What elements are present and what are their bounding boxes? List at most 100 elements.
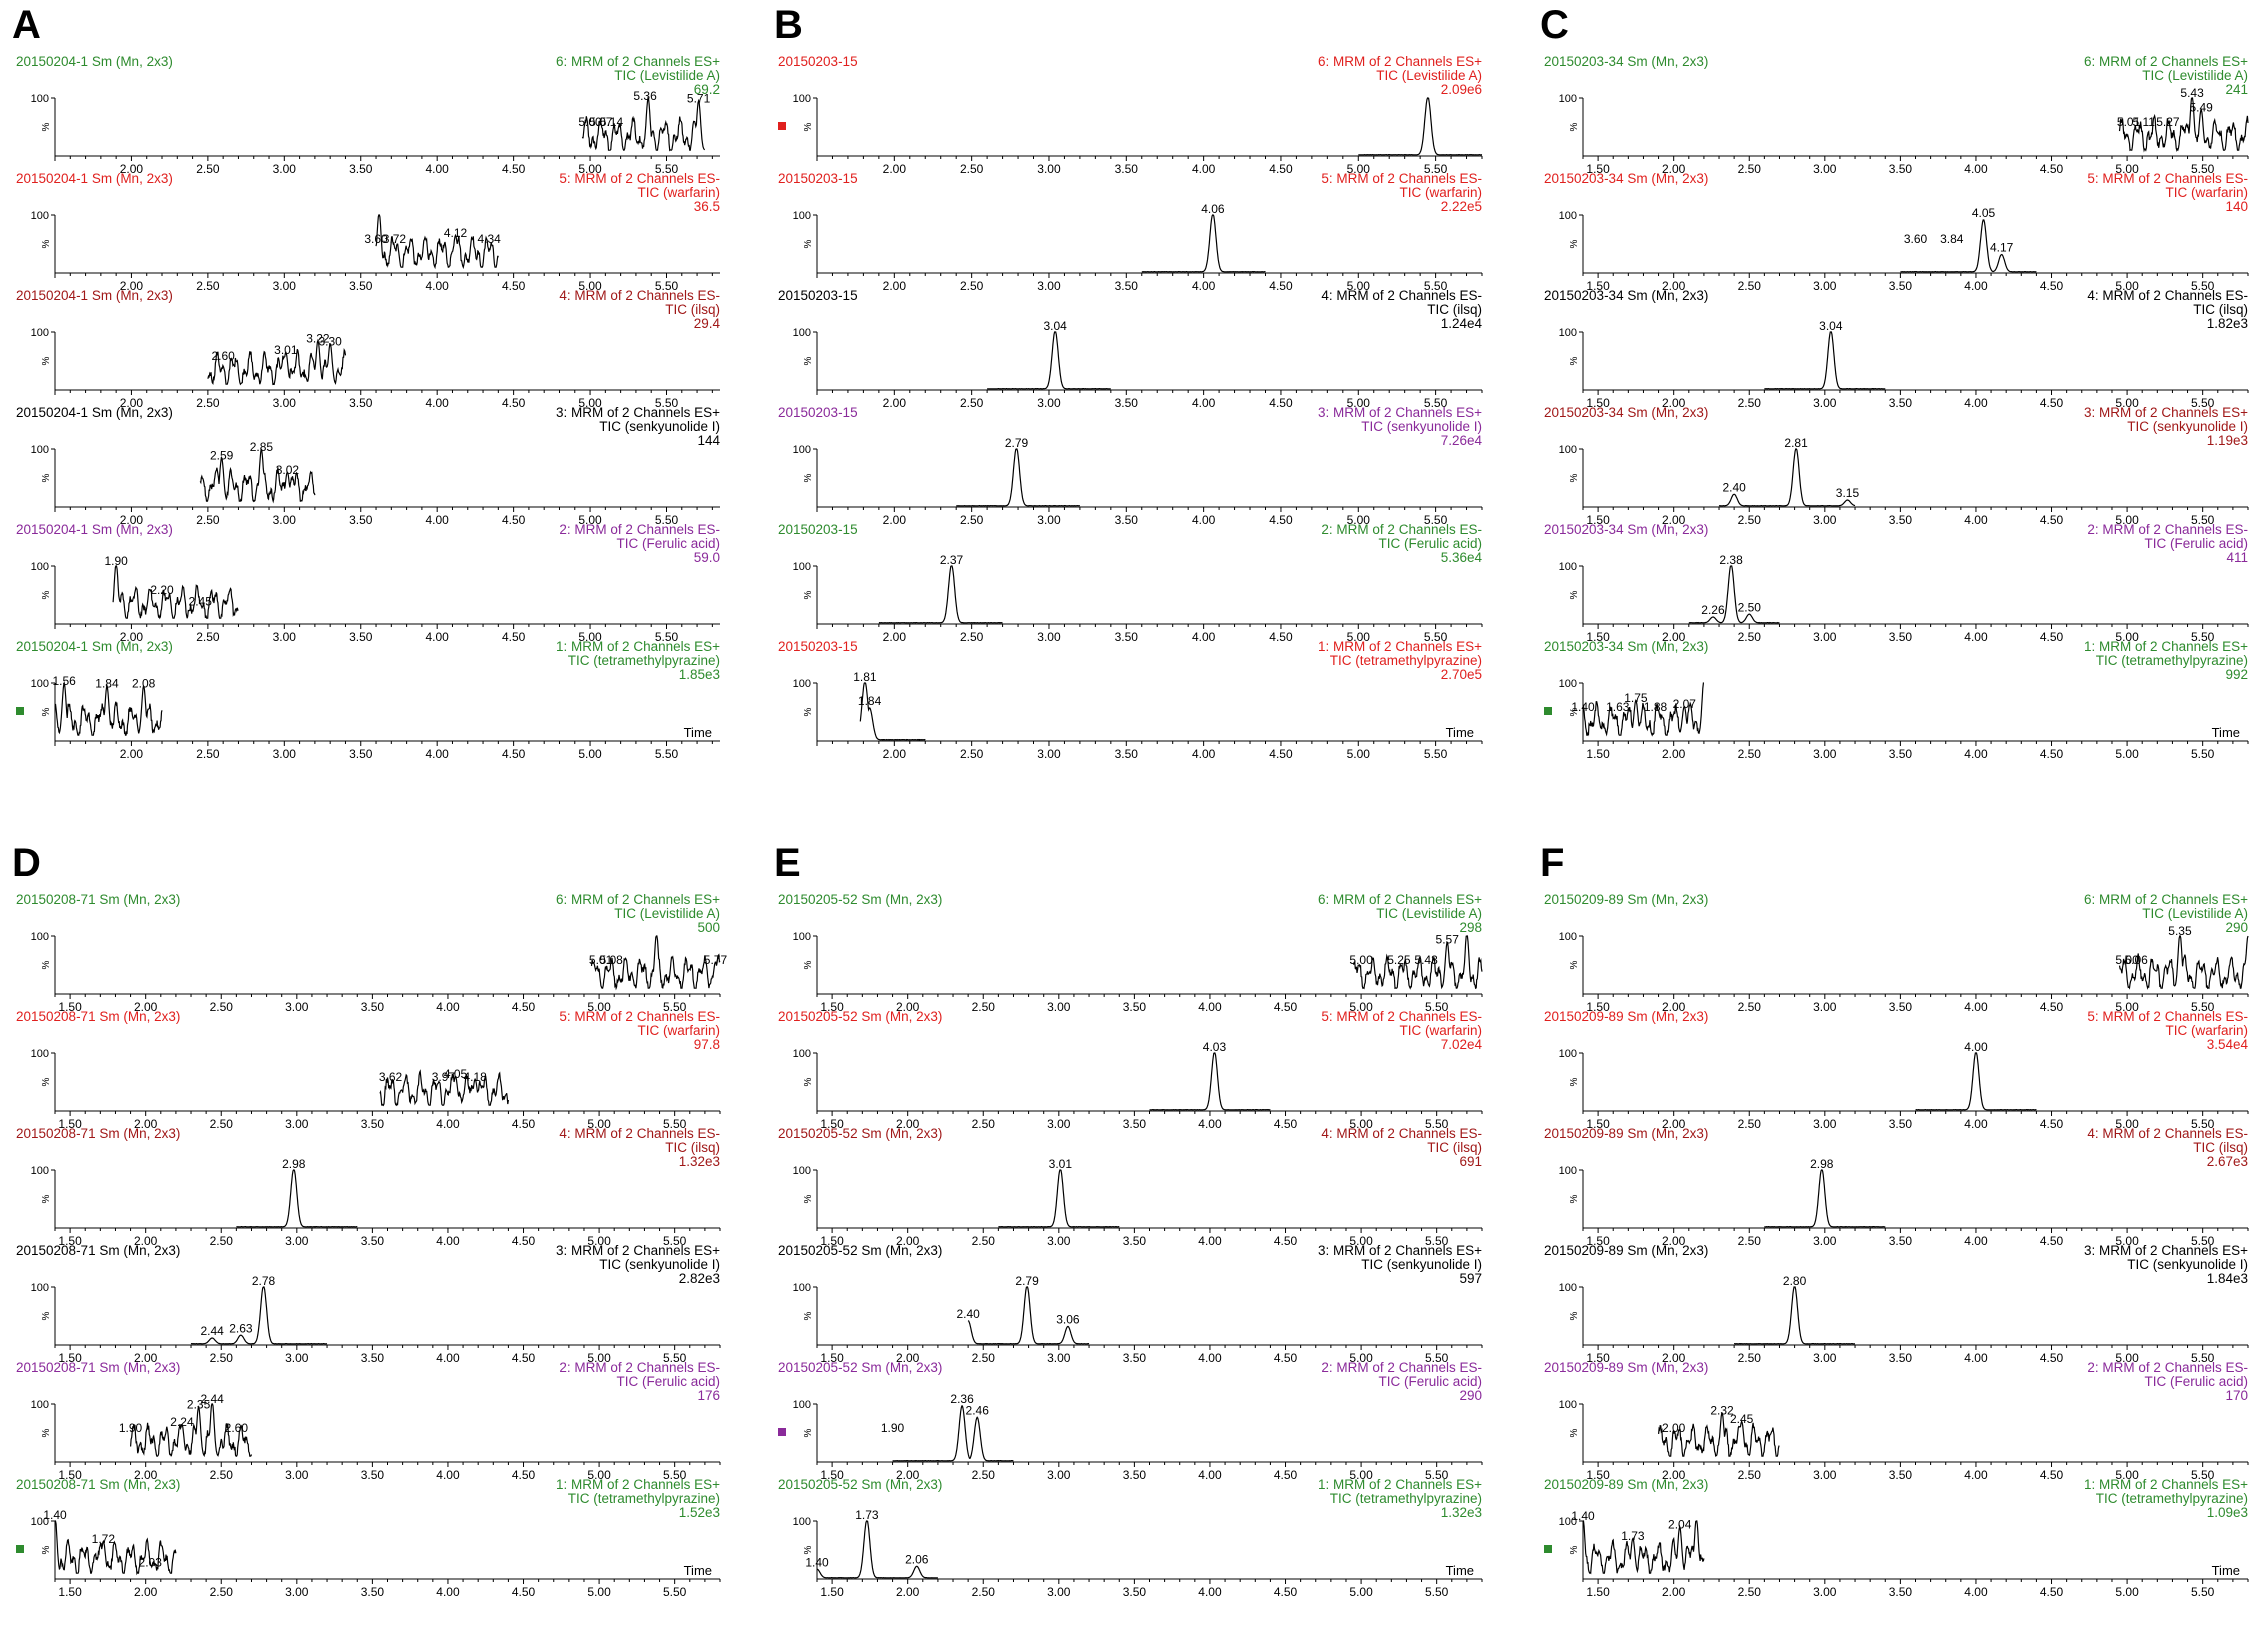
x-tick-label: 3.00: [273, 396, 297, 410]
peak-label: 4.34: [477, 232, 501, 246]
x-tick-label: 3.50: [361, 1585, 385, 1599]
trace-sample-label: 20150204-1 Sm (Mn, 2x3): [16, 288, 173, 303]
x-tick-label: 4.00: [1964, 1351, 1988, 1365]
trace-channel-label: 3: MRM of 2 Channels ES+: [2084, 405, 2248, 420]
trace-line: [1358, 97, 1483, 156]
trace-channel-label: 2: MRM of 2 Channels ES-: [2087, 1360, 2248, 1375]
x-tick-label: 3.00: [1047, 1000, 1071, 1014]
peak-label: 5.77: [704, 953, 728, 967]
x-tick-label: 3.50: [349, 279, 373, 293]
x-tick-label: 4.50: [512, 1351, 536, 1365]
peak-label: 5.57: [1436, 933, 1460, 947]
y-tick-label: 100: [793, 931, 811, 943]
trace-compound-label: TIC (tetramethylpyrazine): [1330, 653, 1482, 668]
trace-channel-label: 4: MRM of 2 Channels ES-: [559, 288, 720, 303]
peak-label: 2.24: [170, 1415, 194, 1429]
x-tick-label: 4.50: [1274, 1351, 1298, 1365]
x-tick-label: 2.50: [210, 1468, 234, 1482]
y-percent-label: %: [41, 122, 52, 131]
peak-label: 3.04: [1043, 319, 1067, 333]
x-tick-label: 2.00: [883, 513, 907, 527]
trace-sample-label: 20150203-15: [778, 288, 858, 303]
peak-label: 1.81: [853, 670, 877, 684]
peak-label: 5.43: [2180, 86, 2204, 100]
x-tick-label: 2.00: [896, 1585, 920, 1599]
x-tick-label: 4.00: [1198, 1234, 1222, 1248]
x-tick-label: 3.00: [285, 1234, 309, 1248]
trace-sample-label: 20150203-34 Sm (Mn, 2x3): [1544, 522, 1708, 537]
trace-sample-label: 20150203-34 Sm (Mn, 2x3): [1544, 54, 1708, 69]
y-tick-label: 100: [1559, 1048, 1577, 1060]
x-tick-label: 2.50: [1738, 630, 1762, 644]
trace-channel-label: 1: MRM of 2 Channels ES+: [1318, 639, 1482, 654]
peak-label: 2.98: [1810, 1157, 1834, 1171]
trace-intensity-label: 2.82e3: [679, 1271, 720, 1286]
x-tick-label: 3.00: [285, 1351, 309, 1365]
x-tick-label: 5.00: [587, 1117, 611, 1131]
panel-label: C: [1540, 3, 1569, 47]
y-percent-label: %: [803, 1428, 814, 1437]
y-percent-label: %: [803, 239, 814, 248]
x-tick-label: 5.50: [2191, 1468, 2215, 1482]
x-tick-label: 5.00: [2115, 279, 2139, 293]
x-tick-label: 5.00: [2115, 396, 2139, 410]
x-tick-label: 5.00: [587, 1585, 611, 1599]
x-tick-label: 5.00: [578, 513, 602, 527]
x-tick-label: 4.50: [502, 747, 526, 761]
x-tick-label: 2.50: [1738, 1585, 1762, 1599]
trace-line: [199, 447, 316, 504]
y-tick-label: 100: [1559, 444, 1577, 456]
peak-label: 1.63: [1606, 700, 1630, 714]
trace-intensity-label: 1.24e4: [1441, 316, 1483, 331]
x-tick-label: 3.50: [1115, 747, 1139, 761]
x-tick-label: 3.50: [1115, 396, 1139, 410]
trace-line: [956, 448, 1080, 507]
trace-channel-label: 3: MRM of 2 Channels ES+: [556, 405, 720, 420]
x-tick-label: 3.00: [1047, 1468, 1071, 1482]
x-tick-label: 2.00: [134, 1351, 158, 1365]
panel-e: E 20150205-52 Sm (Mn, 2x3) 6: MRM of 2 Cha…: [774, 841, 1483, 1599]
trace-intensity-label: 290: [1459, 1388, 1482, 1403]
time-axis-label: Time: [684, 1563, 712, 1578]
x-tick-label: 4.50: [1269, 162, 1293, 176]
trace-line: [1582, 1520, 1705, 1575]
x-tick-label: 4.00: [1198, 1000, 1222, 1014]
y-tick-label: 100: [1559, 1165, 1577, 1177]
x-tick-label: 2.50: [1738, 1117, 1762, 1131]
y-tick-label: 100: [31, 327, 49, 339]
x-tick-label: 4.00: [436, 1585, 460, 1599]
trace-compound-label: TIC (Levistilide A): [2142, 906, 2248, 921]
trace-2: 20150203-34 Sm (Mn, 2x3) 2: MRM of 2 Chan…: [1544, 522, 2249, 644]
x-tick-label: 4.50: [502, 630, 526, 644]
peak-label: 1.84: [95, 677, 119, 691]
trace-2: 20150204-1 Sm (Mn, 2x3) 2: MRM of 2 Chann…: [16, 522, 720, 644]
trace-channel-label: 1: MRM of 2 Channels ES+: [556, 639, 720, 654]
trace-1: 20150205-52 Sm (Mn, 2x3) 1: MRM of 2 Chan…: [778, 1477, 1483, 1599]
trace-intensity-label: 597: [1459, 1271, 1482, 1286]
x-tick-label: 4.50: [2040, 396, 2064, 410]
x-tick-label: 5.50: [655, 513, 679, 527]
trace-line: [816, 1520, 938, 1579]
x-tick-label: 4.00: [426, 513, 450, 527]
x-tick-label: 3.00: [285, 1468, 309, 1482]
peak-label: 4.18: [463, 1070, 487, 1084]
peak-label: 2.00: [1662, 1421, 1686, 1435]
x-tick-label: 1.50: [820, 1585, 844, 1599]
x-tick-label: 2.00: [120, 630, 144, 644]
y-percent-label: %: [1569, 122, 1580, 131]
trace-compound-label: TIC (warfarin): [1399, 1023, 1482, 1038]
time-axis-label: Time: [1446, 1563, 1474, 1578]
trace-sample-label: 20150204-1 Sm (Mn, 2x3): [16, 405, 173, 420]
x-tick-label: 2.00: [1662, 162, 1686, 176]
x-tick-label: 3.00: [1813, 1585, 1837, 1599]
x-tick-label: 4.00: [426, 396, 450, 410]
x-tick-label: 1.50: [1586, 1585, 1610, 1599]
x-tick-label: 1.50: [1586, 1234, 1610, 1248]
trace-compound-label: TIC (warfarin): [2165, 185, 2248, 200]
trace-sample-label: 20150209-89 Sm (Mn, 2x3): [1544, 892, 1708, 907]
trace-line: [379, 1069, 509, 1107]
x-tick-label: 3.50: [361, 1351, 385, 1365]
trace-intensity-label: 1.19e3: [2207, 433, 2248, 448]
trace-line: [892, 1405, 1014, 1462]
